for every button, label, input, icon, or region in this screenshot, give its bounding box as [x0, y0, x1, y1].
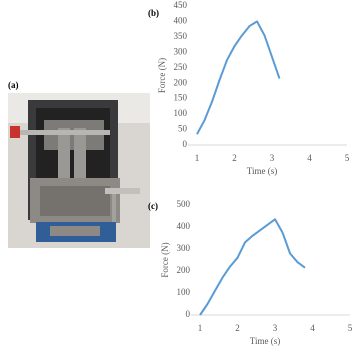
- x-tick-label: 2: [235, 323, 240, 333]
- y-tick-label: 500: [177, 199, 191, 209]
- y-tick-label: 400: [177, 221, 191, 231]
- y-tick-label: 100: [174, 108, 188, 118]
- x-tick-label: 4: [310, 323, 315, 333]
- panel-label: (c): [148, 201, 158, 211]
- y-tick-label: 300: [177, 243, 191, 253]
- x-tick-label: 1: [198, 323, 203, 333]
- x-tick-label: 3: [273, 323, 278, 333]
- y-tick-label: 100: [177, 287, 191, 297]
- y-tick-label: 50: [178, 124, 188, 134]
- data-line: [196, 20, 281, 135]
- y-tick-label: 450: [174, 0, 188, 10]
- x-axis-label: Time (s): [247, 166, 277, 176]
- y-tick-label: 0: [183, 139, 188, 149]
- y-axis-label: Force (N): [157, 58, 167, 93]
- panel-label: (b): [148, 8, 159, 18]
- y-tick-label: 250: [174, 62, 188, 72]
- data-line: [199, 218, 306, 316]
- x-tick-label: 4: [307, 153, 312, 163]
- x-tick-label: 1: [195, 153, 200, 163]
- photo: [8, 93, 150, 248]
- y-tick-label: 0: [186, 309, 191, 319]
- x-tick-label: 5: [348, 323, 353, 333]
- x-tick-label: 5: [345, 153, 350, 163]
- panel-label: (a): [8, 80, 19, 90]
- y-tick-label: 350: [174, 31, 188, 41]
- x-tick-label: 3: [270, 153, 275, 163]
- y-tick-label: 200: [174, 77, 188, 87]
- y-tick-label: 400: [174, 16, 188, 26]
- y-tick-label: 150: [174, 93, 188, 103]
- x-tick-label: 2: [232, 153, 237, 163]
- x-axis-label: Time (s): [250, 336, 280, 346]
- y-tick-label: 300: [174, 46, 188, 56]
- y-axis-label: Force (N): [160, 242, 170, 277]
- y-tick-label: 200: [177, 265, 191, 275]
